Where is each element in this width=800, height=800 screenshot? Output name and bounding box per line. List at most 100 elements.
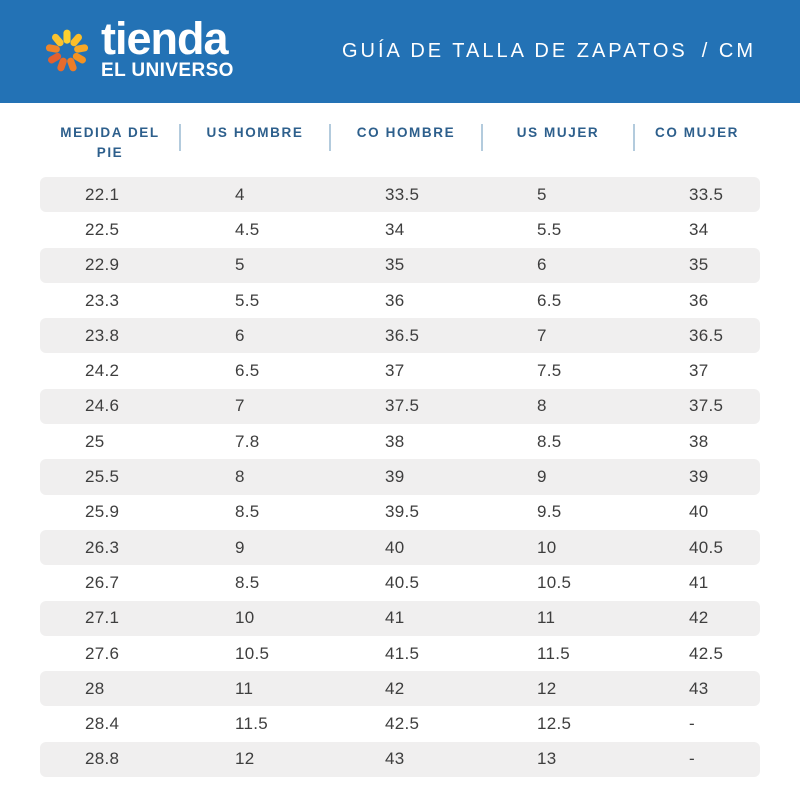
cell-co-hombre: 41	[385, 608, 405, 628]
table-row: 25 7.8 38 8.5 38	[40, 424, 760, 459]
cell-co-hombre: 40.5	[385, 572, 420, 592]
cell-co-hombre: 43	[385, 749, 405, 769]
cell-co-hombre: 33.5	[385, 184, 420, 204]
cell-us-hombre: 8.5	[235, 572, 260, 592]
cell-us-mujer: 9.5	[537, 502, 562, 522]
cell-co-hombre: 39.5	[385, 502, 420, 522]
cell-co-hombre: 37	[385, 361, 405, 381]
cell-us-hombre: 7	[235, 396, 245, 416]
column-header-co-mujer: CO MUJER	[654, 125, 740, 140]
cell-medida-del-pie: 22.9	[85, 255, 120, 275]
cell-us-mujer: 12.5	[537, 714, 572, 734]
cell-co-hombre: 37.5	[385, 396, 420, 416]
cell-co-hombre: 36.5	[385, 325, 420, 345]
cell-us-mujer: 5.5	[537, 219, 562, 239]
cell-co-mujer: 34	[689, 219, 709, 239]
cell-medida-del-pie: 25.9	[85, 502, 120, 522]
cell-us-mujer: 7.5	[537, 361, 562, 381]
cell-us-mujer: 13	[537, 749, 557, 769]
cell-medida-del-pie: 26.7	[85, 572, 120, 592]
cell-medida-del-pie: 24.6	[85, 396, 120, 416]
column-header-medida-del-pie: MEDIDA DEL PIE	[40, 123, 181, 163]
cell-co-mujer: 39	[689, 467, 709, 487]
cell-us-mujer: 11	[537, 608, 556, 628]
cell-co-mujer: 42	[689, 608, 709, 628]
table-row: 22.5 4.5 34 5.5 34	[40, 212, 760, 247]
cell-co-mujer: 36	[689, 290, 709, 310]
cell-medida-del-pie: 24.2	[85, 361, 120, 381]
cell-us-mujer: 10.5	[537, 572, 572, 592]
brand-logo: tienda EL UNIVERSO	[42, 12, 234, 83]
size-table-body: 22.1 4 33.5 5 33.5 22.5 4.5 34 5.5 34 22…	[40, 177, 760, 778]
cell-co-hombre: 39	[385, 467, 405, 487]
table-row: 27.1 10 41 11 42	[40, 600, 760, 636]
table-row: 26.7 8.5 40.5 10.5 41	[40, 565, 760, 600]
column-header-us-hombre: US HOMBRE	[180, 123, 331, 163]
table-row: 25.9 8.5 39.5 9.5 40	[40, 495, 760, 530]
table-row: 23.3 5.5 36 6.5 36	[40, 283, 760, 318]
cell-co-mujer: 35	[689, 255, 709, 275]
table-row: 28.8 12 43 13 -	[40, 741, 760, 778]
cell-co-mujer: -	[689, 749, 695, 769]
cell-co-mujer: 38	[689, 431, 709, 451]
cell-us-mujer: 6	[537, 255, 547, 275]
cell-us-hombre: 6.5	[235, 361, 260, 381]
cell-us-mujer: 11.5	[537, 643, 571, 663]
table-row: 25.5 8 39 9 39	[40, 459, 760, 495]
column-header-co-hombre: CO HOMBRE	[330, 123, 483, 163]
cell-us-mujer: 6.5	[537, 290, 562, 310]
cell-medida-del-pie: 28	[85, 678, 105, 698]
cell-us-hombre: 4	[235, 184, 245, 204]
cell-co-mujer: 37.5	[689, 396, 724, 416]
page-title-unit: / CM	[701, 40, 756, 62]
cell-co-mujer: 40.5	[689, 537, 724, 557]
cell-co-hombre: 36	[385, 290, 405, 310]
brand-name: tienda EL UNIVERSO	[101, 12, 234, 83]
cell-co-hombre: 41.5	[385, 643, 420, 663]
cell-us-mujer: 8	[537, 396, 547, 416]
cell-co-hombre: 40	[385, 537, 405, 557]
cell-us-mujer: 12	[537, 678, 557, 698]
cell-us-hombre: 8.5	[235, 502, 260, 522]
cell-co-mujer: 42.5	[689, 643, 724, 663]
cell-us-hombre: 11.5	[235, 714, 269, 734]
cell-us-hombre: 6	[235, 325, 245, 345]
cell-medida-del-pie: 22.5	[85, 219, 120, 239]
cell-medida-del-pie: 23.3	[85, 290, 120, 310]
cell-medida-del-pie: 22.1	[85, 184, 120, 204]
column-header-us-mujer: US MUJER	[482, 123, 635, 163]
cell-us-hombre: 9	[235, 537, 245, 557]
table-row: 26.3 9 40 10 40.5	[40, 529, 760, 566]
table-row: 27.6 10.5 41.5 11.5 42.5	[40, 636, 760, 671]
page-title-text: GUÍA DE TALLA DE ZAPATOS	[341, 40, 688, 62]
cell-medida-del-pie: 27.6	[85, 643, 120, 663]
cell-medida-del-pie: 26.3	[85, 537, 120, 557]
cell-us-hombre: 10	[235, 608, 255, 628]
cell-co-mujer: 36.5	[689, 325, 724, 345]
cell-us-hombre: 11	[235, 678, 254, 698]
table-row: 23.8 6 36.5 7 36.5	[40, 318, 760, 354]
cell-us-mujer: 10	[537, 537, 557, 557]
table-row: 22.9 5 35 6 35	[40, 247, 760, 283]
brand-name-top: tienda	[101, 12, 229, 64]
cell-co-hombre: 42.5	[385, 714, 420, 734]
cell-co-mujer: 37	[689, 361, 709, 381]
cell-medida-del-pie: 27.1	[85, 608, 120, 628]
cell-medida-del-pie: 28.8	[85, 749, 120, 769]
cell-co-mujer: 41	[689, 572, 709, 592]
size-table-header-row: MEDIDA DEL PIE US HOMBRE CO HOMBRE US MU…	[40, 123, 760, 163]
table-row: 28 11 42 12 43	[40, 671, 760, 707]
cell-us-mujer: 9	[537, 467, 547, 487]
cell-medida-del-pie: 25	[85, 431, 105, 451]
cell-medida-del-pie: 25.5	[85, 467, 120, 487]
cell-co-mujer: 43	[689, 678, 709, 698]
table-row: 22.1 4 33.5 5 33.5	[40, 177, 760, 213]
cell-us-hombre: 7.8	[235, 431, 260, 451]
cell-medida-del-pie: 23.8	[85, 325, 120, 345]
cell-co-mujer: 40	[689, 502, 709, 522]
cell-medida-del-pie: 28.4	[85, 714, 120, 734]
brand-header: tienda EL UNIVERSO GUÍA DE TALLA DE ZAPA…	[0, 0, 800, 103]
cell-us-mujer: 5	[537, 184, 547, 204]
cell-us-hombre: 10.5	[235, 643, 270, 663]
cell-co-hombre: 35	[385, 255, 405, 275]
